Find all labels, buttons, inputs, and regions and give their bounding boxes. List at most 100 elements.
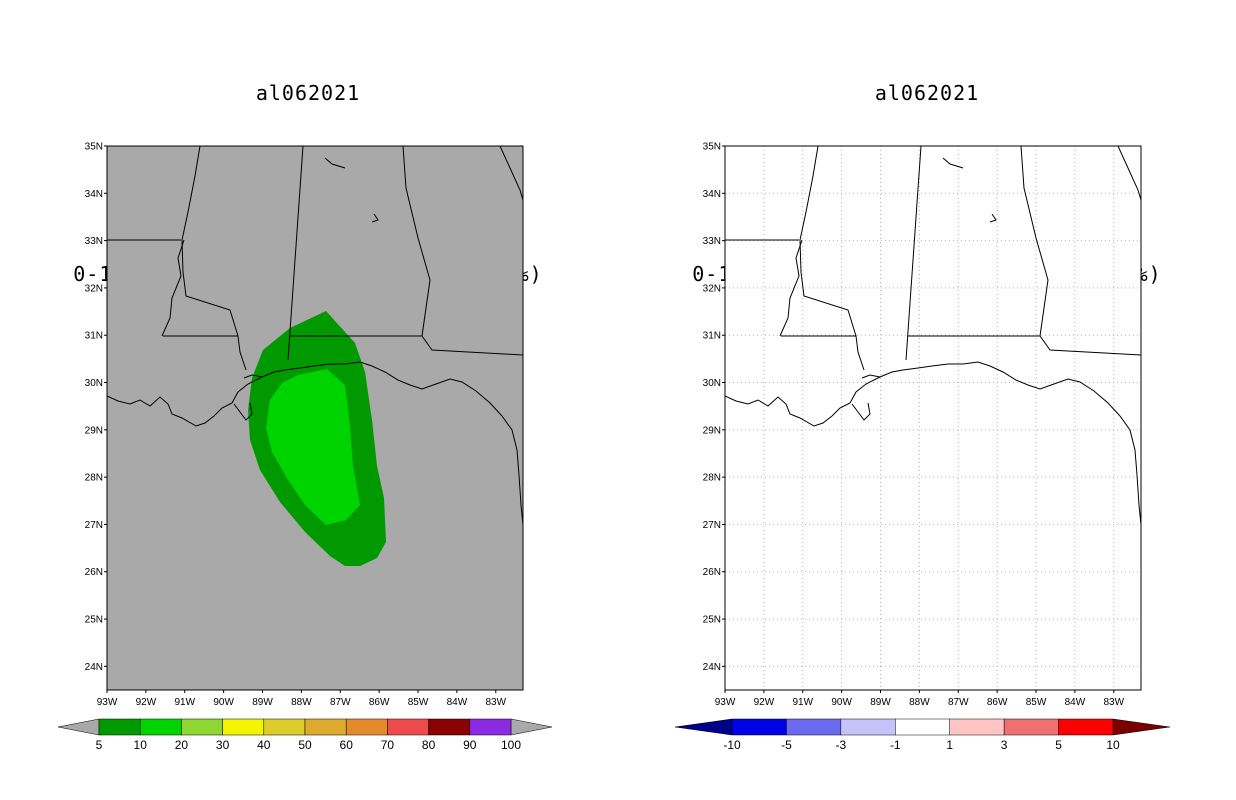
lon-tick-label: 90W [213, 697, 234, 708]
colorbar-label: 90 [463, 738, 477, 752]
colorbar-swatch [1058, 718, 1114, 736]
colorbar-swatch [345, 718, 388, 736]
colorbar-swatch [949, 718, 1005, 736]
lat-tick-label: 31N [703, 331, 721, 342]
lat-tick-label: 33N [85, 236, 103, 247]
colorbar-swatch [304, 718, 347, 736]
colorbar-swatch [840, 718, 896, 736]
lon-tick-label: 87W [948, 697, 969, 708]
lat-tick-label: 32N [85, 283, 103, 294]
lat-tick-label: 26N [703, 567, 721, 578]
map-outline-segment [163, 335, 247, 371]
lat-tick-label: 34N [703, 189, 721, 200]
map-outline-segment [324, 157, 346, 169]
map-outline-segment [107, 361, 523, 526]
map-outline-segment [799, 146, 857, 337]
colorbar-swatch [263, 718, 306, 736]
map-outline-segment [905, 146, 922, 361]
lat-tick-label: 29N [85, 425, 103, 436]
prob-contour-10-20 [266, 369, 360, 525]
lon-tick-label: 92W [754, 697, 775, 708]
map-outline-segment [908, 335, 1141, 356]
lat-tick-label: 26N [85, 567, 103, 578]
colorbar-label: -3 [836, 738, 847, 752]
left-map-axes: 35N 34N 33N 32N 31N 30N 29N 28N 27N 26N 25N 24N 93W 9… [85, 142, 507, 709]
lon-tick-label: 84W [1065, 697, 1086, 708]
colorbar-label: 40 [257, 738, 271, 752]
lon-tick-label: 89W [870, 697, 891, 708]
colorbar-low-arrow [57, 718, 100, 736]
map-outline-segment [402, 146, 431, 337]
colorbar-swatch [387, 718, 429, 736]
lon-tick-label: 83W [1104, 697, 1125, 708]
lon-tick-label: 91W [792, 697, 813, 708]
colorbar-label: 60 [340, 738, 354, 752]
map-outline-segment [942, 157, 964, 169]
lat-tick-label: 29N [703, 425, 721, 436]
lon-tick-label: 86W [987, 697, 1008, 708]
lat-tick-label: 28N [703, 473, 721, 484]
right-map-frame [724, 145, 1142, 691]
left-colorbar: 5 10 20 30 40 50 60 70 80 90 100 [57, 718, 553, 752]
lat-tick-label: 34N [85, 189, 103, 200]
lon-tick-label: 88W [909, 697, 930, 708]
right-map-axes: 35N 34N 33N 32N 31N 30N 29N 28N 27N 26N 25N 24N 93W 9… [703, 142, 1125, 709]
colorbar-label: -5 [781, 738, 792, 752]
lat-tick-label: 33N [703, 236, 721, 247]
map-outline-segment [861, 374, 881, 379]
map-outline-segment [1020, 146, 1049, 337]
colorbar-swatch [139, 718, 182, 736]
map-outline-segment [499, 146, 523, 201]
lon-tick-label: 83W [486, 697, 507, 708]
colorbar-label: 10 [134, 738, 148, 752]
left-probability-map: 35N 34N 33N 32N 31N 30N 29N 28N 27N 26N 25N 24N 93W 9… [57, 142, 553, 752]
lat-tick-label: 30N [85, 378, 103, 389]
lon-tick-label: 93W [715, 697, 736, 708]
lon-tick-label: 90W [831, 697, 852, 708]
map-outline-segment [781, 335, 865, 371]
right-difference-map: 35N 34N 33N 32N 31N 30N 29N 28N 27N 26N 25N 24N 93W 9… [674, 142, 1171, 752]
colorbar-swatch [428, 718, 471, 736]
colorbar-high-arrow [510, 718, 553, 736]
map-outline-segment [161, 239, 185, 337]
map-outline-segment [243, 374, 263, 379]
colorbar-label: 1 [946, 738, 953, 752]
lat-tick-label: 30N [703, 378, 721, 389]
right-gridlines [725, 146, 1141, 690]
right-map-background [725, 146, 1141, 690]
lon-tick-label: 92W [136, 697, 157, 708]
colorbar-high-arrow [1112, 718, 1171, 736]
lon-tick-label: 84W [447, 697, 468, 708]
left-coastlines-and-borders [107, 146, 523, 526]
colorbar-label: 5 [1055, 738, 1062, 752]
map-outline-segment [290, 335, 523, 356]
map-outline-segment [1117, 146, 1141, 201]
colorbar-swatch [731, 718, 787, 736]
lon-tick-label: 93W [97, 697, 118, 708]
colorbar-label: 5 [96, 738, 103, 752]
lat-tick-label: 24N [703, 662, 721, 673]
colorbar-swatch [786, 718, 842, 736]
map-outline-segment [287, 146, 304, 361]
colorbar-label: 80 [422, 738, 436, 752]
map-outline-segment [989, 213, 997, 223]
lat-tick-label: 24N [85, 662, 103, 673]
colorbar-swatch [1003, 718, 1059, 736]
left-map-frame [106, 145, 524, 691]
lat-tick-label: 27N [703, 520, 721, 531]
right-colorbar: -10 -5 -3 -1 1 3 5 10 [674, 718, 1171, 752]
lat-tick-label: 31N [85, 331, 103, 342]
colorbar-label: 50 [298, 738, 312, 752]
colorbar-swatch [98, 718, 141, 736]
map-outline-segment [233, 402, 253, 421]
map-outline-segment [725, 361, 1141, 526]
colorbar-low-arrow [674, 718, 733, 736]
lon-tick-label: 87W [330, 697, 351, 708]
colorbar-swatch [181, 718, 223, 736]
left-storm-id: al062021 [255, 81, 361, 105]
colorbar-label: 20 [175, 738, 189, 752]
lat-tick-label: 25N [85, 615, 103, 626]
lat-tick-label: 35N [85, 142, 103, 153]
lat-tick-label: 27N [85, 520, 103, 531]
lon-tick-label: 85W [1026, 697, 1047, 708]
